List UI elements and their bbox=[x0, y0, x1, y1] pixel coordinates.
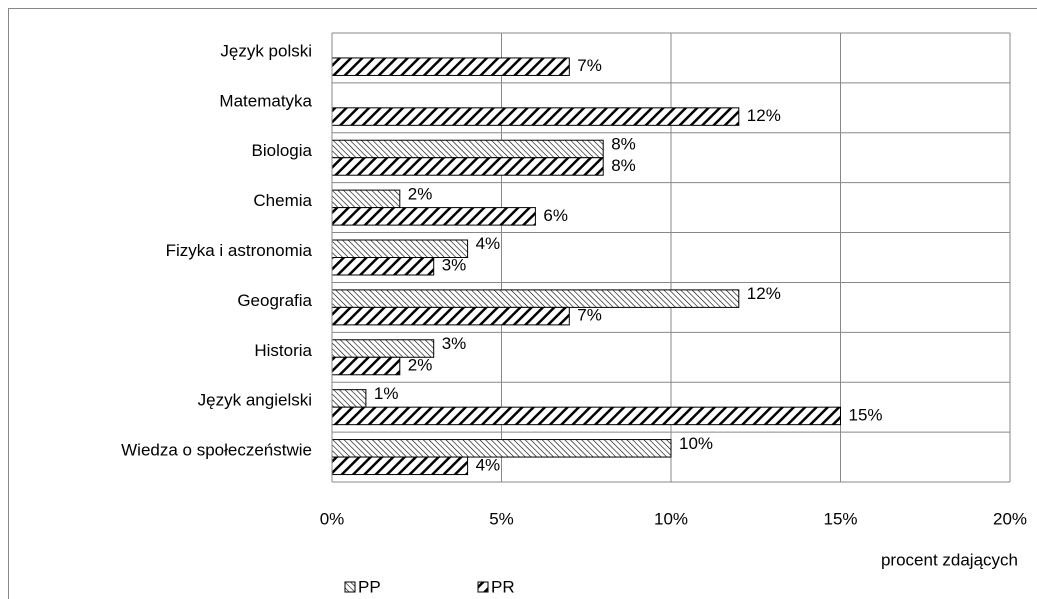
data-label: 4% bbox=[476, 234, 501, 253]
y-tick-label: Chemia bbox=[253, 191, 312, 210]
data-label: 10% bbox=[679, 434, 713, 453]
chart-frame bbox=[8, 8, 1037, 599]
data-label: 8% bbox=[611, 134, 636, 153]
y-tick-label: Język polski bbox=[220, 41, 312, 60]
data-label: 15% bbox=[849, 405, 883, 424]
data-label: 4% bbox=[476, 455, 501, 474]
bar bbox=[331, 289, 740, 308]
data-label: 6% bbox=[543, 206, 568, 225]
data-label: 7% bbox=[577, 56, 602, 75]
bar bbox=[331, 139, 604, 159]
bar bbox=[331, 157, 604, 176]
bar bbox=[331, 456, 469, 476]
y-tick-label: Geografia bbox=[237, 291, 312, 310]
y-tick-label: Język angielski bbox=[198, 391, 312, 410]
x-tick-label: 5% bbox=[489, 509, 514, 528]
legend-swatch bbox=[477, 581, 489, 593]
bar bbox=[331, 207, 536, 226]
data-label: 2% bbox=[408, 184, 433, 203]
y-tick-label: Historia bbox=[254, 341, 312, 360]
bar bbox=[331, 306, 570, 326]
bar bbox=[331, 57, 570, 76]
y-tick-label: Biologia bbox=[252, 141, 313, 160]
legend-label: PR bbox=[491, 577, 515, 596]
x-tick-label: 0% bbox=[320, 509, 345, 528]
x-tick-label: 20% bbox=[993, 509, 1027, 528]
x-tick-label: 15% bbox=[823, 509, 857, 528]
bar bbox=[331, 189, 401, 209]
y-tick-label: Wiedza o społeczeństwie bbox=[121, 441, 312, 460]
bar bbox=[331, 389, 367, 408]
data-label: 12% bbox=[747, 106, 781, 125]
y-tick-label: Fizyka i astronomia bbox=[166, 241, 313, 260]
legend-label: PP bbox=[358, 577, 381, 596]
bar bbox=[331, 107, 740, 126]
y-tick-label: Matematyka bbox=[219, 91, 312, 110]
legend-swatch bbox=[344, 581, 356, 593]
x-axis-label: procent zdających bbox=[881, 550, 1018, 569]
data-label: 1% bbox=[374, 384, 399, 403]
x-tick-label: 10% bbox=[654, 509, 688, 528]
bar bbox=[331, 356, 401, 376]
bar bbox=[331, 406, 841, 426]
data-label: 3% bbox=[442, 334, 467, 353]
bar bbox=[331, 257, 435, 276]
data-label: 8% bbox=[611, 156, 636, 175]
data-label: 3% bbox=[442, 256, 467, 275]
bar bbox=[331, 439, 672, 458]
data-label: 7% bbox=[577, 306, 602, 325]
data-label: 12% bbox=[747, 284, 781, 303]
data-label: 2% bbox=[408, 356, 433, 375]
